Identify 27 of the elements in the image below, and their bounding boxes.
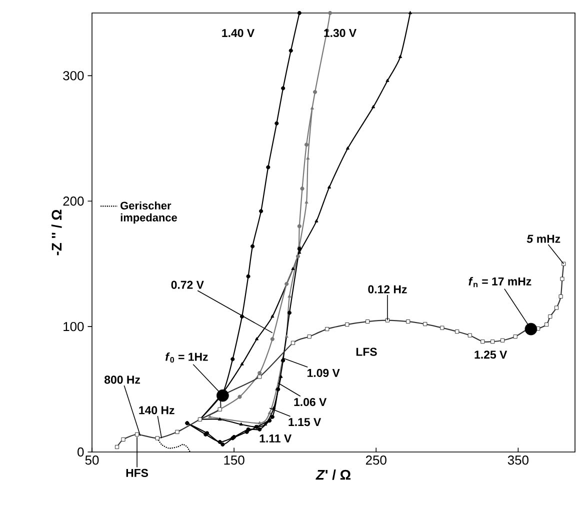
annotation: HFS — [126, 468, 148, 477]
annotation: 0.72 V — [171, 280, 204, 289]
annotation: 1.09 V — [308, 368, 340, 377]
annotation: 1.11 V — [260, 434, 292, 442]
legend-label: Gerischer impedance — [120, 201, 177, 224]
annotation: 1.06 V — [294, 398, 327, 406]
y-tick-label: 0 — [78, 447, 84, 457]
x-tick-label: 250 — [366, 456, 386, 465]
x-axis-title: Z' / Ω — [316, 470, 350, 480]
annotation: LFS — [356, 348, 377, 356]
annotation: 800 Hz — [104, 376, 140, 384]
x-tick-label: 150 — [224, 456, 244, 465]
annotation: 1.40 V — [222, 28, 254, 38]
x-tick-label: 50 — [85, 456, 99, 465]
annotation: 0.12 Hz — [368, 285, 407, 294]
y-axis-title: -Z '' / Ω — [51, 210, 62, 256]
x-tick-label: 350 — [508, 456, 528, 465]
annotation: 1.30 V — [324, 28, 356, 38]
y-tick-label: 100 — [64, 322, 84, 332]
annotation: f$_{n}$ = 17 mHz — [468, 277, 532, 288]
y-tick-label: 200 — [63, 196, 84, 206]
annotation: f$_{0}$ = 1Hz — [166, 352, 208, 363]
y-tick-label: 300 — [63, 71, 84, 80]
annotation: 140 Hz — [139, 406, 174, 414]
annotation: 1.15 V — [288, 418, 322, 426]
annotation: 5 mHz — [526, 234, 560, 243]
annotation: 1.25 V — [474, 350, 508, 359]
